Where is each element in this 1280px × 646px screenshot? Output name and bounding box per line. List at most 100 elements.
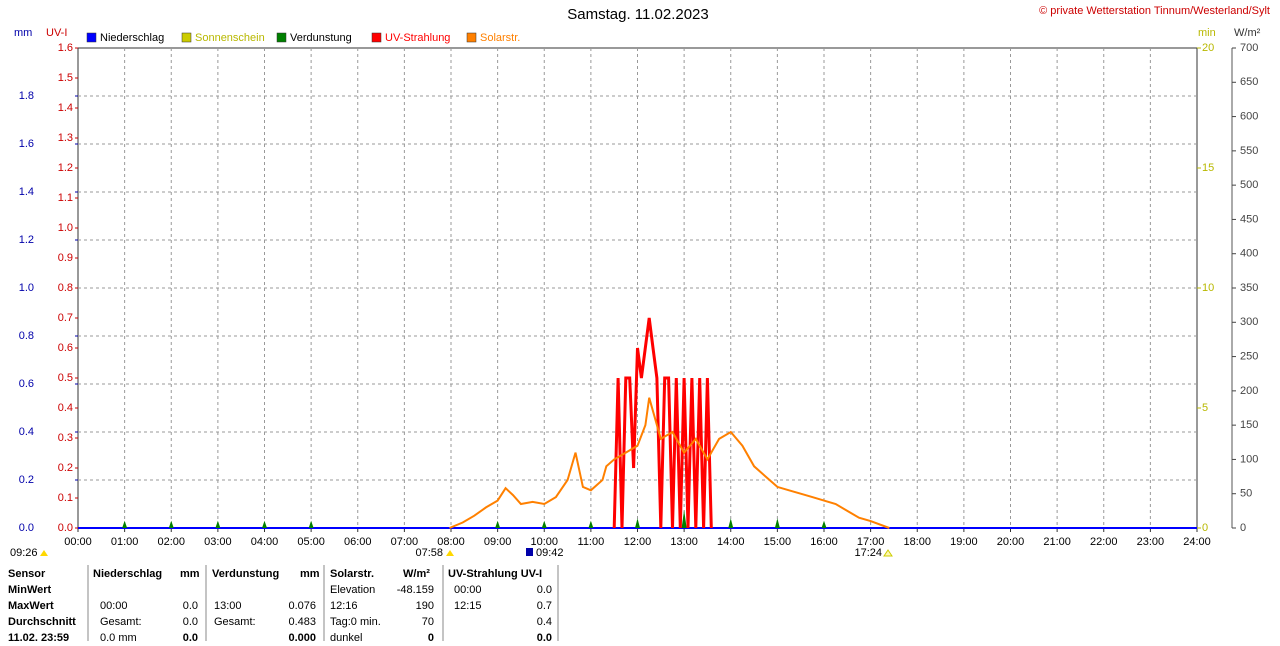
time-annotation: 09:42 xyxy=(536,547,564,559)
legend-label: Solarstr. xyxy=(480,32,520,44)
time-annotation: 09:26 xyxy=(10,547,38,559)
x-tick-label: 05:00 xyxy=(297,536,325,548)
table-cell: 0.0 xyxy=(183,600,198,612)
spike xyxy=(681,509,687,528)
x-tick-label: 02:00 xyxy=(157,536,185,548)
table-cell: 0.0 mm xyxy=(100,632,137,641)
table-cell: 00:00 xyxy=(454,584,482,596)
table-cell: 0.0 xyxy=(183,616,198,628)
y4-tick-label: 150 xyxy=(1240,419,1258,431)
y2-tick-label: 1.6 xyxy=(58,42,73,54)
x-tick-label: 17:00 xyxy=(857,536,885,548)
table-cell: 0.0 xyxy=(537,584,552,596)
spike xyxy=(122,520,128,528)
y2-tick-label: 0.6 xyxy=(58,342,73,354)
y3-axis-title: min xyxy=(1198,27,1216,39)
x-tick-label: 19:00 xyxy=(950,536,978,548)
y3-tick-label: 10 xyxy=(1202,282,1214,294)
table-cell: MaxWert xyxy=(8,600,54,612)
x-tick-label: 11:00 xyxy=(578,536,605,548)
y4-axis-title: W/m² xyxy=(1234,27,1261,39)
x-tick-label: 03:00 xyxy=(204,536,232,548)
table-cell: 12:16 xyxy=(330,600,358,612)
table-cell: 0.4 xyxy=(537,616,552,628)
sunset-marker xyxy=(883,549,893,557)
y4-tick-label: 450 xyxy=(1240,213,1258,225)
table-cell: 0.0 xyxy=(537,632,552,641)
table-header: mm xyxy=(300,568,320,580)
y4-tick-label: 650 xyxy=(1240,76,1258,88)
legend-label: Niederschlag xyxy=(100,32,164,44)
y-tick-label: 1.4 xyxy=(19,186,34,198)
y2-tick-label: 0.5 xyxy=(58,372,73,384)
x-tick-label: 12:00 xyxy=(624,536,652,548)
y-tick-label: 0.8 xyxy=(19,330,34,342)
x-tick-label: 00:00 xyxy=(64,536,92,548)
y4-tick-label: 300 xyxy=(1240,316,1258,328)
y2-tick-label: 0.0 xyxy=(58,522,73,534)
table-cell: 0 xyxy=(428,632,434,641)
y2-tick-label: 0.9 xyxy=(58,252,73,264)
x-tick-label: 04:00 xyxy=(251,536,279,548)
x-tick-label: 20:00 xyxy=(997,536,1025,548)
table-header: Verdunstung xyxy=(212,568,279,580)
legend-label: Verdunstung xyxy=(290,32,352,44)
y3-tick-label: 15 xyxy=(1202,162,1214,174)
x-tick-label: 18:00 xyxy=(903,536,931,548)
time-annotation: 17:24 xyxy=(854,547,882,559)
x-tick-label: 09:00 xyxy=(484,536,512,548)
x-tick-label: 01:00 xyxy=(111,536,139,548)
y2-tick-label: 0.8 xyxy=(58,282,73,294)
y-tick-label: 1.6 xyxy=(19,138,34,150)
sunrise-marker xyxy=(446,550,454,556)
spike xyxy=(635,518,640,528)
y3-tick-label: 20 xyxy=(1202,42,1214,54)
time-annotation: 07:58 xyxy=(415,547,443,559)
table-cell: Elevation xyxy=(330,584,375,596)
y4-tick-label: 200 xyxy=(1240,385,1258,397)
legend-swatch xyxy=(86,32,97,43)
x-tick-label: 10:00 xyxy=(530,536,558,548)
table-cell: Durchschnitt xyxy=(8,616,76,628)
y2-axis-title: UV-I xyxy=(46,27,67,39)
y-axis-title: mm xyxy=(14,27,32,39)
y2-tick-label: 0.7 xyxy=(58,312,73,324)
y4-tick-label: 50 xyxy=(1240,488,1252,500)
spike xyxy=(774,518,780,528)
table-header: mm xyxy=(180,568,200,580)
y4-tick-label: 550 xyxy=(1240,145,1258,157)
table-cell: 13:00 xyxy=(214,600,242,612)
spike xyxy=(588,520,594,528)
series-line xyxy=(612,317,713,529)
y4-tick-label: 700 xyxy=(1240,42,1258,54)
y2-tick-label: 0.3 xyxy=(58,432,73,444)
table-cell: 0.0 xyxy=(183,632,198,641)
x-tick-label: 15:00 xyxy=(764,536,792,548)
table-cell: Gesamt: xyxy=(100,616,142,628)
table-cell: Tag:0 min. xyxy=(330,616,381,628)
spike xyxy=(308,520,314,528)
x-tick-label: 14:00 xyxy=(717,536,745,548)
y3-tick-label: 0 xyxy=(1202,522,1208,534)
y4-tick-label: 100 xyxy=(1240,453,1258,465)
y2-tick-label: 1.4 xyxy=(58,102,73,114)
table-header: Niederschlag xyxy=(93,568,162,580)
y2-tick-label: 1.3 xyxy=(58,132,73,144)
table-header: Sensor xyxy=(8,568,46,580)
x-tick-label: 06:00 xyxy=(344,536,372,548)
legend-label: Sonnenschein xyxy=(195,32,265,44)
table-header: UV-Strahlung UV-I xyxy=(448,568,542,580)
spike xyxy=(495,520,501,528)
y-tick-label: 1.0 xyxy=(19,282,34,294)
y-tick-label: 1.8 xyxy=(19,90,34,102)
table-header: Solarstr. xyxy=(330,568,374,580)
legend-swatch xyxy=(181,32,192,43)
y2-tick-label: 0.2 xyxy=(58,462,73,474)
y4-tick-label: 400 xyxy=(1240,248,1258,260)
y-tick-label: 0.4 xyxy=(19,426,34,438)
x-tick-label: 22:00 xyxy=(1090,536,1118,548)
table-cell: 00:00 xyxy=(100,600,128,612)
sunrise-marker xyxy=(40,550,48,556)
y2-tick-label: 0.4 xyxy=(58,402,73,414)
